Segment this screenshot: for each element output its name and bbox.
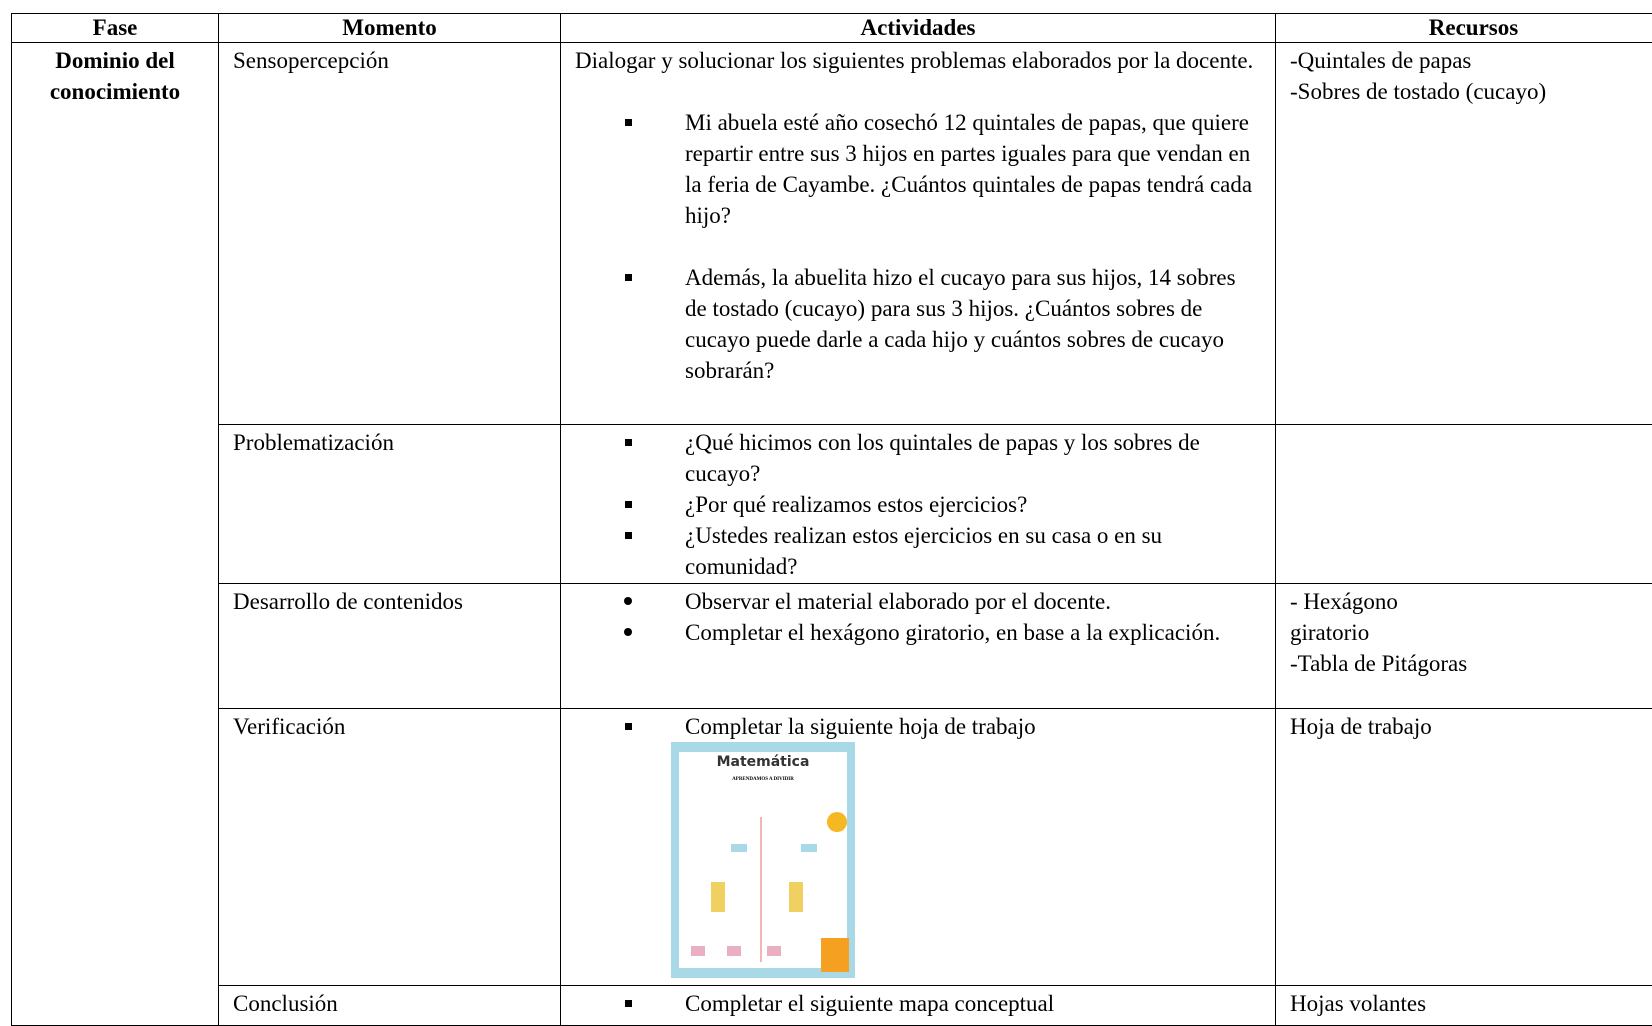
fase-line: conocimiento [16,76,214,107]
header-row: Fase Momento Actividades Recursos [12,14,1652,43]
recursos: Hojas volantes [1276,986,1652,1026]
actividades: Completar el siguiente mapa conceptual [561,986,1276,1026]
header-cell: Fase [12,14,219,43]
bullet: Observar el material elaborado por el do… [575,586,1261,617]
header-cell: Momento [219,14,561,43]
lesson-table: Fase Momento Actividades Recursos Domini… [11,13,1652,1026]
header-cell: Recursos [1276,14,1652,43]
row: Conclusión Completar el siguiente mapa c… [12,986,1652,1026]
actividades: Dialogar y solucionar los siguientes pro… [561,43,1276,425]
bullet: Además, la abuelita hizo el cucayo para … [575,262,1261,386]
recurso: -Tabla de Pitágoras [1290,648,1652,679]
header-cell: Actividades [561,14,1276,43]
bullet: ¿Por qué realizamos estos ejercicios? [575,489,1261,520]
recurso: giratorio [1290,617,1652,648]
recursos [1276,425,1652,584]
deco [767,946,781,956]
actividades: Completar la siguiente hoja de trabajo M… [561,709,1276,986]
deco [691,946,705,956]
deco [801,844,817,852]
row: Problematización ¿Qué hicimos con los qu… [12,425,1652,584]
actividades: Observar el material elaborado por el do… [561,584,1276,709]
deco [821,938,849,972]
worksheet-subtitle: APRENDAMOS A DIVIDIR [732,777,794,782]
recurso: Hojas volantes [1290,988,1652,1019]
recursos: - Hexágono giratorio -Tabla de Pitágoras [1276,584,1652,709]
bullet: Mi abuela esté año cosechó 12 quintales … [575,107,1261,231]
deco [827,812,847,832]
worksheet-image: Matemática APRENDAMOS A DIVIDIR [671,742,855,978]
momento: Sensopercepción [219,43,561,425]
recursos: -Quintales de papas -Sobres de tostado (… [1276,43,1652,425]
deco [727,946,741,956]
row: Verificación Completar la siguiente hoja… [12,709,1652,986]
bullet: ¿Ustedes realizan estos ejercicios en su… [575,520,1261,582]
actividades: ¿Qué hicimos con los quintales de papas … [561,425,1276,584]
bullet: Completar el hexágono giratorio, en base… [575,617,1261,648]
recurso: -Sobres de tostado (cucayo) [1290,76,1652,107]
row: Dominio del conocimiento Sensopercepción… [12,43,1652,425]
deco [731,844,747,852]
recursos: Hoja de trabajo [1276,709,1652,986]
recurso: -Quintales de papas [1290,45,1652,76]
fase-line: Dominio del [16,45,214,76]
momento: Desarrollo de contenidos [219,584,561,709]
intro: Dialogar y solucionar los siguientes pro… [575,45,1261,76]
bullet: ¿Qué hicimos con los quintales de papas … [575,427,1261,489]
recurso: - Hexágono [1290,586,1652,617]
fase-cell: Dominio del conocimiento [12,43,219,1026]
momento: Problematización [219,425,561,584]
momento: Verificación [219,709,561,986]
worksheet-sheet [679,752,847,968]
row: Desarrollo de contenidos Observar el mat… [12,584,1652,709]
deco [789,882,803,912]
deco [711,882,725,912]
bullet: Completar el siguiente mapa conceptual [575,988,1261,1019]
momento: Conclusión [219,986,561,1026]
bullet: Completar la siguiente hoja de trabajo [575,711,1261,742]
worksheet-title: Matemática [717,754,810,770]
recurso: Hoja de trabajo [1290,711,1652,742]
